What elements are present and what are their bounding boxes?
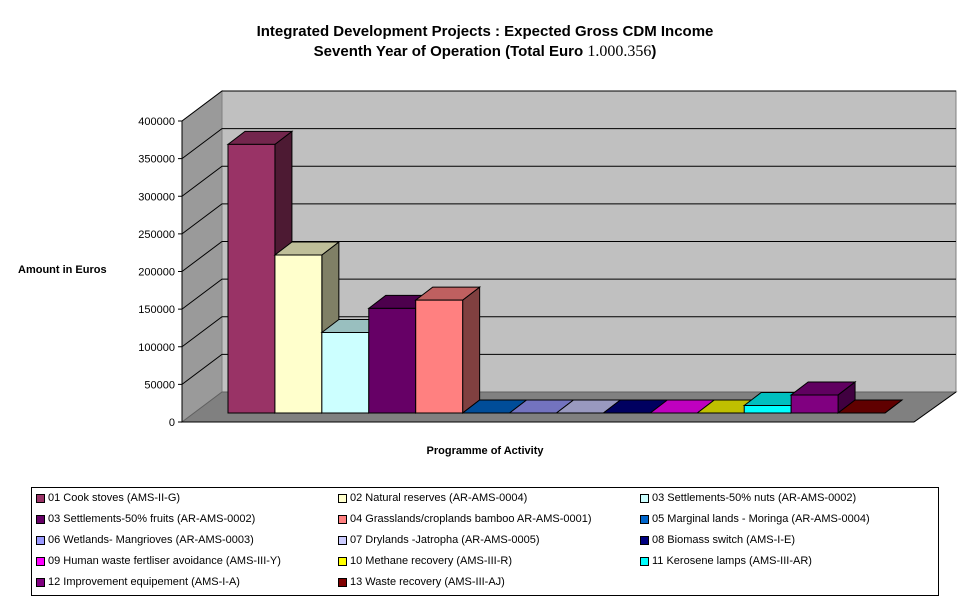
bar-front [790, 394, 839, 414]
gridline [181, 353, 956, 385]
bar-front [227, 143, 276, 414]
bar [836, 399, 904, 414]
legend-item: 04 Grasslands/croplands bamboo AR-AMS-00… [338, 513, 592, 525]
x-axis-depth-line [913, 391, 957, 423]
y-tick-label: 150000 [138, 304, 175, 316]
y-tick-label: 250000 [138, 229, 175, 241]
chart-plot: 0 50000 100000 150000 200000 250000 300000 3500… [138, 90, 958, 429]
legend-swatch [36, 535, 45, 545]
bar-top [836, 399, 904, 414]
chart-title-line1: Integrated Development Projects : Expect… [256, 23, 714, 40]
gridline [181, 128, 956, 160]
bar [789, 380, 857, 415]
bar-front [274, 254, 323, 414]
legend-item: 11 Kerosene lamps (AMS-III-AR) [640, 555, 812, 567]
legend-item: 03 Settlements-50% nuts (AR-AMS-0002) [640, 492, 856, 504]
y-tick-label: 200000 [138, 267, 175, 279]
legend-swatch [36, 514, 45, 524]
legend-swatch [640, 556, 649, 566]
chart-title: Integrated Development Projects : Expect… [0, 22, 970, 62]
x-axis-label: Programme of Activity [426, 445, 544, 457]
legend-swatch [36, 493, 45, 503]
legend-item: 13 Waste recovery (AMS-III-AJ) [338, 576, 505, 588]
legend-item: 09 Human waste fertliser avoidance (AMS-… [36, 555, 281, 567]
chart-legend: 01 Cook stoves (AMS-II-G) 02 Natural rese… [31, 487, 939, 596]
legend-swatch [640, 514, 649, 524]
bar-front [415, 299, 464, 414]
y-tick-label: 350000 [138, 154, 175, 166]
legend-label: 12 Improvement equipement (AMS-I-A) [48, 576, 240, 588]
legend-item: 08 Biomass switch (AMS-I-E) [640, 534, 795, 546]
legend-swatch [338, 556, 347, 566]
gridline [181, 203, 956, 235]
legend-item: 10 Methane recovery (AMS-III-R) [338, 555, 512, 567]
legend-label: 03 Settlements-50% nuts (AR-AMS-0002) [652, 492, 857, 504]
chart-subtitle-suffix: ) [651, 43, 657, 60]
legend-label: 10 Methane recovery (AMS-III-R) [350, 555, 512, 567]
legend-item: 03 Settlements-50% fruits (AR-AMS-0002) [36, 513, 255, 525]
bar-front [743, 404, 792, 414]
gridline [181, 241, 956, 272]
legend-swatch [36, 577, 45, 587]
legend-label: 07 Drylands -Jatropha (AR-AMS-0005) [350, 534, 540, 546]
bar-front [321, 331, 370, 414]
legend-item: 07 Drylands -Jatropha (AR-AMS-0005) [338, 534, 540, 546]
bar-side [462, 286, 481, 415]
legend-item: 05 Marginal lands - Moringa (AR-AMS-0004… [640, 513, 870, 525]
legend-label: 03 Settlements-50% fruits (AR-AMS-0002) [48, 513, 256, 525]
chart-subtitle-number: 1.000.356 [587, 43, 652, 60]
legend-label: 05 Marginal lands - Moringa (AR-AMS-0004… [652, 513, 870, 525]
legend-item: 02 Natural reserves (AR-AMS-0004) [338, 492, 527, 504]
gridline [181, 90, 956, 122]
legend-swatch [338, 493, 347, 503]
legend-swatch [640, 493, 649, 503]
legend-swatch [36, 556, 45, 566]
gridline [181, 278, 956, 310]
y-axis-label: Amount in Euros [18, 264, 107, 276]
legend-label: 02 Natural reserves (AR-AMS-0004) [350, 492, 528, 504]
legend-swatch [338, 535, 347, 545]
legend-swatch [338, 577, 347, 587]
legend-item: 06 Wetlands- Mangrioves (AR-AMS-0003) [36, 534, 254, 546]
legend-label: 01 Cook stoves (AMS-II-G) [48, 492, 181, 504]
legend-label: 04 Grasslands/croplands bamboo AR-AMS-00… [350, 513, 592, 525]
bar-front [368, 307, 417, 414]
y-tick-label: 100000 [138, 342, 175, 354]
legend-label: 09 Human waste fertliser avoidance (AMS-… [48, 555, 281, 567]
y-tick-label: 400000 [138, 116, 175, 128]
chart-subtitle-prefix: Seventh Year of Operation (Total Euro [313, 43, 588, 60]
legend-swatch [640, 535, 649, 545]
legend-item: 01 Cook stoves (AMS-II-G) [36, 492, 180, 504]
y-tick-label: 300000 [138, 191, 175, 203]
y-tick-label: 50000 [144, 379, 175, 391]
legend-label: 06 Wetlands- Mangrioves (AR-AMS-0003) [48, 534, 254, 546]
legend-swatch [338, 514, 347, 524]
legend-label: 08 Biomass switch (AMS-I-E) [652, 534, 796, 546]
legend-label: 11 Kerosene lamps (AMS-III-AR) [652, 555, 812, 567]
y-tick-label: 0 [169, 417, 175, 429]
gridline [181, 316, 956, 348]
legend-item: 12 Improvement equipement (AMS-I-A) [36, 576, 240, 588]
bar [414, 286, 482, 415]
chart-title-line2: Seventh Year of Operation (Total Euro 1.… [0, 42, 970, 62]
gridline [181, 165, 956, 197]
legend-label: 13 Waste recovery (AMS-III-AJ) [350, 576, 505, 588]
